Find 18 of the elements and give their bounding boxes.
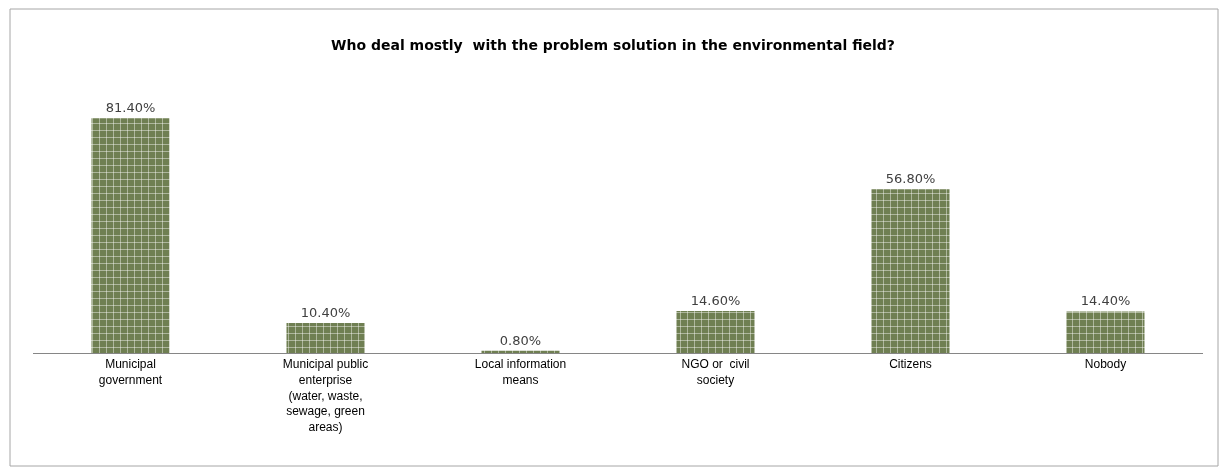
data-label: 81.40% [105,100,156,116]
data-label: 14.60% [690,292,741,308]
data-label: 14.40% [1080,293,1131,309]
bar [91,118,170,353]
x-tick-label: Citizens [889,357,932,372]
data-label: 10.40% [300,305,351,321]
x-tick-label: Local information means [474,357,567,387]
x-tick-label: Nobody [1084,357,1127,372]
chart-title: Who deal mostly with the problem solution in the environmental field? [331,36,895,53]
bar [871,189,950,353]
bar [1066,311,1145,353]
data-label: 56.80% [885,171,936,187]
bar [676,310,755,353]
bar [286,323,365,353]
x-tick-label: Municipal public enterprise (water, waste, sewage, green areas) [282,357,369,434]
x-tick-label: Municipal government [98,357,163,387]
data-label: 0.80% [499,332,542,348]
x-tick-label: NGO or civil society [681,357,750,387]
